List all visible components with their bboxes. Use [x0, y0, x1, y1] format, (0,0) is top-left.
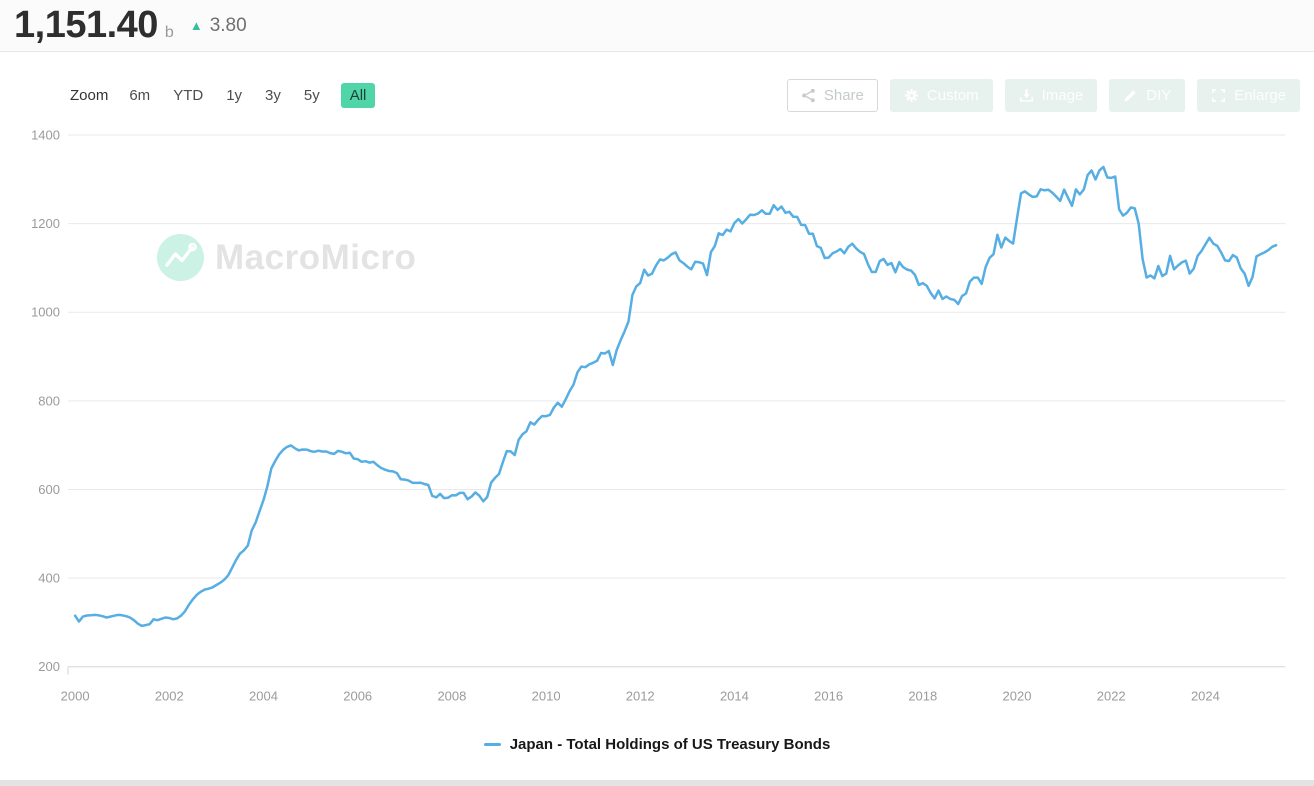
unit-label: b [164, 23, 174, 41]
zoom-label: Zoom [70, 86, 109, 104]
watermark: MacroMicro [157, 234, 416, 281]
ticker-header: 1,151.40 b ▲ 3.80 [0, 0, 1314, 52]
enlarge-icon [1211, 88, 1226, 103]
download-icon [1019, 88, 1034, 103]
svg-text:2022: 2022 [1097, 689, 1126, 704]
diy-button[interactable]: DIY [1109, 78, 1186, 112]
svg-text:2014: 2014 [720, 689, 749, 704]
range-button-1y[interactable]: 1y [224, 83, 244, 108]
diy-button-label: DIY [1146, 86, 1172, 104]
share-icon [801, 88, 816, 103]
range-button-all[interactable]: All [340, 82, 376, 108]
svg-text:2012: 2012 [626, 689, 655, 704]
chart-legend[interactable]: Japan - Total Holdings of US Treasury Bo… [0, 736, 1314, 753]
svg-text:2018: 2018 [908, 689, 937, 704]
share-button-label: Share [823, 86, 864, 104]
range-button-ytd[interactable]: YTD [171, 83, 205, 108]
svg-text:1000: 1000 [31, 305, 60, 320]
range-button-5y[interactable]: 5y [302, 83, 322, 108]
enlarge-button[interactable]: Enlarge [1197, 78, 1300, 112]
image-button-label: Image [1041, 86, 1084, 104]
legend-series-label: Japan - Total Holdings of US Treasury Bo… [509, 736, 831, 753]
svg-text:2008: 2008 [437, 689, 466, 704]
range-button-3y[interactable]: 3y [263, 83, 283, 108]
watermark-text: MacroMicro [215, 237, 417, 277]
enlarge-button-label: Enlarge [1234, 86, 1286, 104]
horizontal-scrollbar[interactable] [0, 780, 1314, 786]
svg-text:800: 800 [38, 393, 60, 408]
svg-text:2010: 2010 [532, 689, 561, 704]
svg-text:2020: 2020 [1003, 689, 1032, 704]
svg-text:400: 400 [38, 571, 60, 586]
pencil-icon [1123, 88, 1138, 103]
macromicro-logo-icon [157, 234, 204, 281]
range-button-6m[interactable]: 6m [127, 83, 152, 108]
action-buttons: Share Custom Image DIY [786, 78, 1300, 112]
share-button[interactable]: Share [786, 78, 878, 112]
legend-marker [483, 743, 501, 746]
change-value: 3.80 [209, 14, 247, 36]
svg-text:2002: 2002 [155, 689, 184, 704]
svg-text:1200: 1200 [31, 216, 60, 231]
up-triangle-icon: ▲ [189, 18, 203, 33]
custom-button[interactable]: Custom [889, 78, 993, 112]
svg-text:2000: 2000 [61, 689, 90, 704]
svg-text:2004: 2004 [249, 689, 278, 704]
gear-icon [904, 88, 919, 103]
latest-value: 1,151.40 [14, 4, 158, 46]
svg-text:2024: 2024 [1191, 689, 1220, 704]
svg-text:600: 600 [38, 482, 60, 497]
svg-text:1400: 1400 [31, 128, 60, 143]
svg-text:2006: 2006 [343, 689, 372, 704]
svg-text:2016: 2016 [814, 689, 843, 704]
svg-text:200: 200 [38, 659, 60, 674]
custom-button-label: Custom [926, 86, 979, 104]
chart-toolbar: Zoom 6m YTD 1y 3y 5y All Share Custom [70, 78, 1300, 112]
image-button[interactable]: Image [1004, 78, 1098, 112]
range-selector: Zoom 6m YTD 1y 3y 5y All [70, 82, 376, 108]
